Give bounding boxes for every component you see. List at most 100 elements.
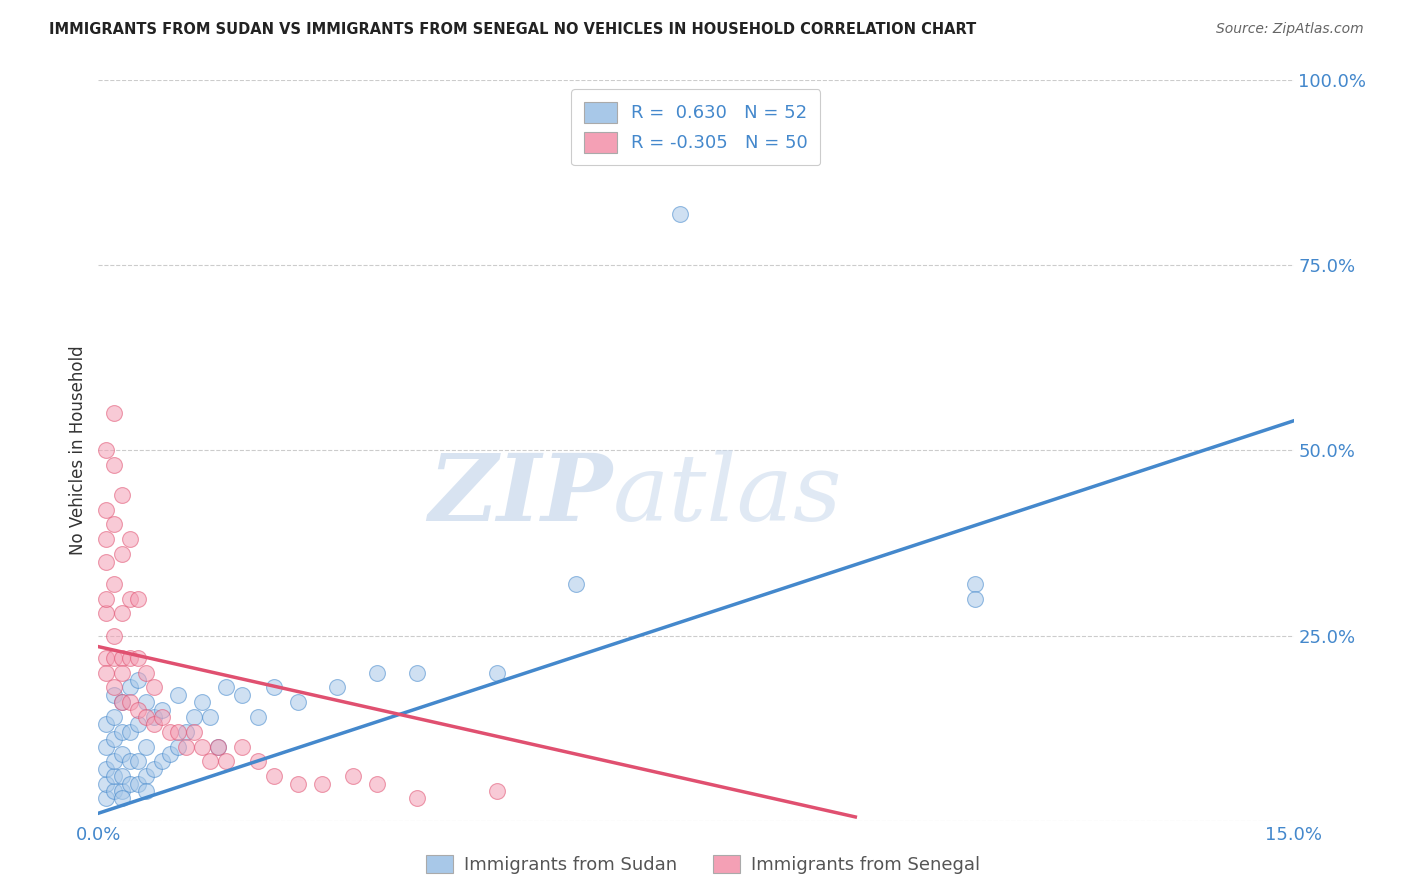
Point	[127, 673, 149, 687]
Point	[167, 688, 190, 702]
Point	[150, 703, 173, 717]
Point	[207, 739, 229, 754]
Point	[120, 681, 142, 695]
Point	[127, 755, 149, 769]
Text: ZIP: ZIP	[427, 450, 613, 540]
Point	[111, 791, 134, 805]
Point	[96, 791, 118, 805]
Point	[135, 710, 157, 724]
Point	[326, 681, 349, 695]
Point	[120, 776, 142, 791]
Point	[143, 762, 166, 776]
Point	[135, 769, 157, 783]
Point	[406, 665, 429, 680]
Point	[120, 650, 142, 665]
Point	[111, 650, 134, 665]
Point	[103, 784, 125, 798]
Point	[246, 710, 269, 724]
Point	[96, 443, 118, 458]
Point	[96, 555, 118, 569]
Point	[111, 547, 134, 561]
Point	[159, 724, 181, 739]
Point	[103, 458, 125, 473]
Y-axis label: No Vehicles in Household: No Vehicles in Household	[69, 345, 87, 556]
Point	[135, 784, 157, 798]
Point	[127, 776, 149, 791]
Point	[669, 206, 692, 220]
Point	[111, 747, 134, 761]
Point	[183, 724, 205, 739]
Point	[167, 724, 190, 739]
Point	[485, 665, 508, 680]
Point	[198, 710, 221, 724]
Point	[120, 533, 142, 547]
Point	[366, 776, 388, 791]
Point	[207, 739, 229, 754]
Point	[150, 710, 173, 724]
Text: IMMIGRANTS FROM SUDAN VS IMMIGRANTS FROM SENEGAL NO VEHICLES IN HOUSEHOLD CORREL: IMMIGRANTS FROM SUDAN VS IMMIGRANTS FROM…	[49, 22, 976, 37]
Point	[103, 517, 125, 532]
Point	[111, 488, 134, 502]
Point	[231, 739, 253, 754]
Point	[96, 665, 118, 680]
Point	[287, 776, 309, 791]
Point	[174, 724, 197, 739]
Point	[191, 739, 214, 754]
Point	[103, 732, 125, 747]
Point	[246, 755, 269, 769]
Point	[111, 784, 134, 798]
Point	[174, 739, 197, 754]
Point	[150, 755, 173, 769]
Point	[96, 650, 118, 665]
Point	[111, 695, 134, 709]
Point	[103, 628, 125, 642]
Point	[103, 688, 125, 702]
Point	[96, 533, 118, 547]
Point	[963, 591, 986, 606]
Point	[143, 681, 166, 695]
Point	[96, 739, 118, 754]
Point	[191, 695, 214, 709]
Point	[111, 695, 134, 709]
Point	[127, 591, 149, 606]
Point	[103, 650, 125, 665]
Point	[96, 762, 118, 776]
Point	[263, 681, 285, 695]
Point	[111, 607, 134, 621]
Text: atlas: atlas	[613, 450, 842, 540]
Point	[127, 717, 149, 731]
Legend: Immigrants from Sudan, Immigrants from Senegal: Immigrants from Sudan, Immigrants from S…	[416, 846, 990, 883]
Point	[96, 502, 118, 516]
Point	[120, 724, 142, 739]
Point	[565, 576, 588, 591]
Point	[96, 607, 118, 621]
Point	[143, 710, 166, 724]
Point	[135, 695, 157, 709]
Point	[342, 769, 364, 783]
Point	[143, 717, 166, 731]
Point	[120, 591, 142, 606]
Point	[485, 784, 508, 798]
Point	[215, 681, 238, 695]
Point	[103, 710, 125, 724]
Point	[167, 739, 190, 754]
Point	[120, 695, 142, 709]
Point	[103, 681, 125, 695]
Point	[103, 407, 125, 421]
Point	[183, 710, 205, 724]
Point	[96, 776, 118, 791]
Point	[406, 791, 429, 805]
Point	[263, 769, 285, 783]
Point	[111, 665, 134, 680]
Point	[215, 755, 238, 769]
Point	[198, 755, 221, 769]
Point	[111, 724, 134, 739]
Point	[111, 769, 134, 783]
Point	[120, 755, 142, 769]
Point	[103, 576, 125, 591]
Point	[287, 695, 309, 709]
Point	[159, 747, 181, 761]
Point	[127, 650, 149, 665]
Point	[135, 739, 157, 754]
Point	[96, 717, 118, 731]
